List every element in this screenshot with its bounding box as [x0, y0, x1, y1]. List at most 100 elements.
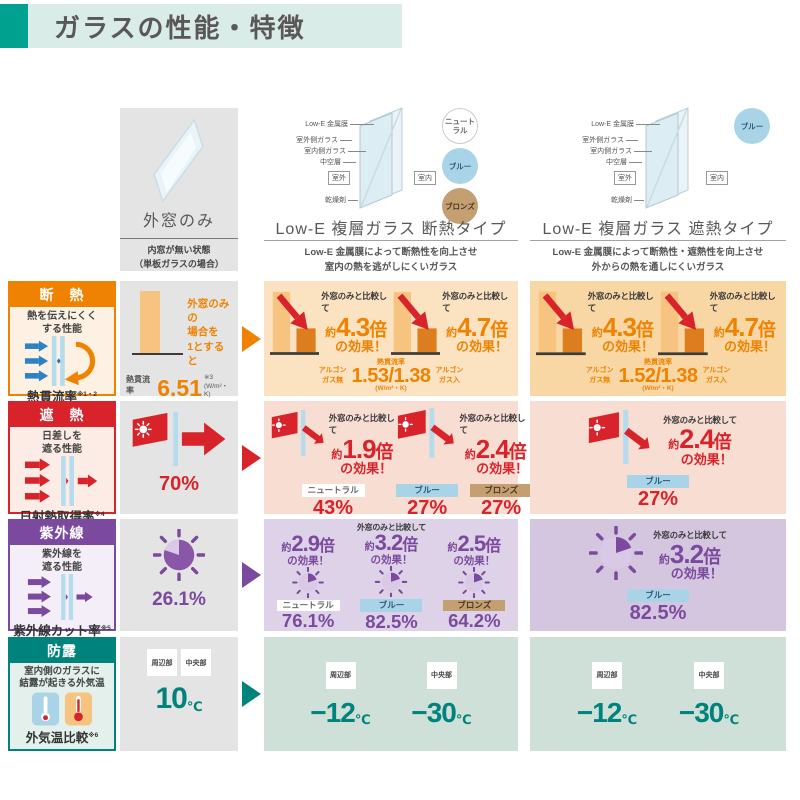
shield-column-caption: Low-E 金属膜によって断熱性・遮熱性を向上させ 外からの熱を通しにくいガラス: [552, 247, 764, 273]
sun-deflect-icon: [589, 410, 650, 464]
bar-drop-chart-icon: [658, 291, 708, 356]
label-outside: 室外: [328, 171, 350, 185]
compare-label: 外窓のみと比較して: [653, 530, 727, 540]
row-title: 断 熱: [10, 283, 114, 307]
sun-block-icon: [22, 456, 102, 506]
variant-blue: ブルー: [734, 108, 770, 144]
label-inside: 室内: [706, 171, 728, 185]
uv-sun-icon: [153, 529, 205, 581]
thermal-value: アルゴン ガス無 熱貫流率 1.53/1.38 (W/m²・K) アルゴン ガス…: [270, 359, 512, 393]
effect-label: の効果！: [287, 555, 330, 568]
metric-label: 熱貫流率: [126, 374, 150, 395]
outer-column-title: 外窓のみ: [142, 213, 215, 230]
bar-drop-chart-icon: [391, 291, 441, 355]
uv-sun-icon: [375, 565, 408, 598]
row-header-shield: 遮 熱 日差しを 遮る性能 日射熱取得率※4: [8, 401, 116, 524]
arrow-right-icon: [241, 444, 261, 471]
cell-outer-insulation: 外窓のみの 場合を 1とすると 熱貫流率 6.51 ※3 (W/m²・K): [120, 281, 238, 400]
argon-none-label: アルゴン ガス無: [585, 367, 614, 384]
badge-bronze: ブロンズ: [470, 483, 533, 497]
variant-result: ブルー 82.5%: [627, 588, 689, 625]
bar-drop-chart-icon: [536, 291, 586, 356]
row-title: 遮 熱: [10, 403, 114, 427]
solar-gain-value: 70%: [158, 473, 200, 495]
row-desc: 紫外線を 遮る性能: [42, 549, 82, 573]
badge-periphery: 周辺部: [592, 661, 622, 689]
row-desc: 室内側のガラスに 結露が起きる外気温: [19, 666, 105, 690]
multiplier: 4.7: [457, 312, 491, 342]
glazing-diagram: Low-E 金属膜 室外側ガラス 室内側ガラス 中空層 室外 室内 乾燥剤 ブル…: [530, 103, 786, 211]
label-outer-glass: 室外側ガラス: [264, 135, 352, 145]
bar-drop-chart-icon: [270, 291, 320, 355]
cell-insulation-type-uv: 約 2.9 倍 の効果！ ニュートラル 76.1% 外窓のみと比較して 約 3.2 倍 …: [264, 519, 518, 631]
header-band: ガラスの性能・特徴: [28, 4, 402, 48]
result-value: 82.5%: [365, 610, 418, 632]
uv-result: 約 2.9 倍 の効果！ ニュートラル 76.1%: [276, 523, 340, 632]
metric-label: 熱貫流率: [643, 359, 672, 366]
label-inside: 室内: [414, 171, 436, 185]
row-header-uv: 紫外線 紫外線を 遮る性能 紫外線カット率※5: [8, 519, 116, 638]
label-outside: 室外: [614, 171, 636, 185]
badge-blue: ブルー: [627, 588, 689, 602]
comparison-chart: 外窓のみと比較して 約 4.3 倍 の効果！: [536, 286, 658, 358]
multiplier: 1.9: [342, 434, 376, 464]
double-glass-icon: [645, 107, 689, 209]
result-value: 82.5%: [629, 601, 687, 624]
temperature-value: −30 ℃: [411, 696, 472, 728]
metric-label: 熱貫流率: [376, 359, 405, 366]
variant-result: ブルー 27%: [627, 474, 689, 511]
argon-none-label: アルゴン ガス無: [318, 367, 347, 384]
badge-bronze: ブロンズ: [443, 599, 506, 612]
metric-value: 1.53/1.38: [351, 365, 431, 387]
column-header-outer-only: 外窓のみ 内窓が無い状態 （単板ガラスの場合）: [120, 108, 238, 271]
result-value: 76.1%: [281, 610, 335, 632]
arrow-right-icon: [241, 325, 261, 352]
sun-pass-icon: [132, 411, 226, 467]
badge-neutral: ニュートラル: [276, 599, 340, 612]
cell-insulation-type-dew: 周辺部 −12 ℃ 中央部 −30 ℃: [264, 637, 518, 751]
row-metric: 熱貫流率※1・2: [26, 390, 98, 404]
multiplier: 2.5: [457, 531, 487, 557]
compare-label: 外窓のみと比較して: [321, 291, 387, 313]
label-inner-glass: 室内側ガラス: [530, 146, 652, 156]
label-air-layer: 中空層: [530, 157, 642, 167]
glazing-diagram: Low-E 金属膜 室外側ガラス 室内側ガラス 中空層 室外 室内 乾燥剤 ニュ…: [264, 103, 518, 224]
shield-column-title: Low-E 複層ガラス 遮熱タイプ: [542, 221, 774, 238]
uv-sun-icon: [458, 566, 491, 598]
sun-deflect-icon: [398, 408, 455, 458]
temperature-value: 10 ℃: [155, 682, 203, 715]
multiplier: 2.4: [475, 434, 510, 464]
uv-result: 約 2.5 倍 の効果！ ブロンズ 64.2%: [443, 523, 506, 632]
uv-cut-value: 26.1%: [152, 589, 206, 610]
result-value: 64.2%: [448, 610, 501, 632]
variant-result: ブルー 27%: [396, 483, 459, 520]
cell-insulation-type-shield: 外窓のみと比較して 約 1.9 倍 の効果！ ニュートラル 43%: [264, 401, 533, 519]
variant-result: ニュートラル 43%: [301, 483, 365, 520]
effect-label: の効果！: [601, 339, 654, 354]
row-arrow-shield: [238, 401, 264, 514]
label-air-layer: 中空層: [264, 157, 356, 167]
divider: [264, 240, 518, 241]
dew-result: 中央部 −30 ℃: [679, 661, 739, 727]
cell-shield-type-insulation: 外窓のみと比較して 約 4.3 倍 の効果！ 外窓のみと比較して 約 4.7 倍 の効果…: [530, 281, 786, 396]
badge-blue: ブルー: [360, 599, 423, 612]
outer-column-caption: 内窓が無い状態 （単板ガラスの場合）: [134, 245, 224, 269]
variant-result: ブロンズ 27%: [470, 483, 533, 520]
effect-label: の効果！: [455, 339, 508, 354]
shield-result: 外窓のみと比較して 約 2.4 倍 の効果！ ブルー 27% ブロンズ 27%: [396, 408, 533, 520]
compare-label: 外窓のみと比較して: [442, 291, 508, 313]
badge-blue: ブルー: [627, 474, 689, 488]
thermal-value: 熱貫流率 6.51 ※3 (W/m²・K): [126, 374, 232, 399]
temperature-value: −12 ℃: [576, 696, 638, 728]
row-metric: 外気温比較※6: [25, 730, 99, 745]
result-value: 27%: [407, 496, 448, 519]
metric-unit: (W/m²・K): [642, 385, 674, 392]
effect-label: の効果！: [670, 566, 723, 581]
cell-outer-uv: 26.1%: [120, 519, 238, 631]
cell-insulation-type-insulation: 外窓のみと比較して 約 4.3 倍 の効果！ 外窓のみと比較して 約 4.7 倍 の効果…: [264, 281, 518, 396]
badge-blue: ブルー: [396, 483, 459, 497]
uv-result: 外窓のみと比較して 約 3.2 倍 の効果！ ブルー 82.5%: [356, 523, 427, 632]
variant-neutral: ニュートラル: [442, 108, 478, 144]
metric-note: ※3: [203, 374, 214, 382]
effect-label: の効果！: [476, 461, 529, 476]
